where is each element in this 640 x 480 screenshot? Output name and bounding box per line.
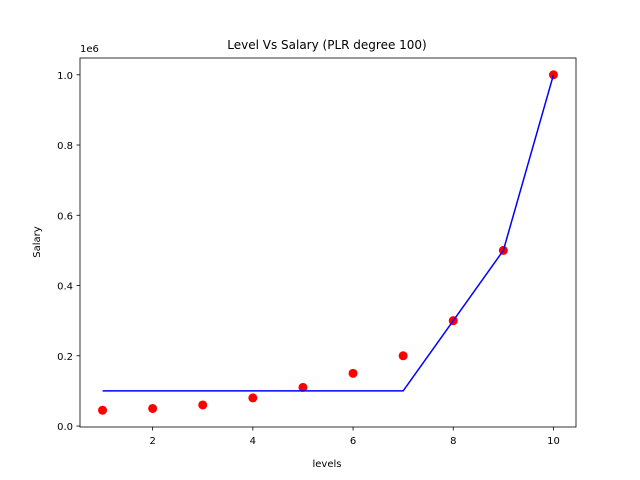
data-point — [298, 382, 308, 392]
y-tick-label: 0.6 — [57, 211, 73, 222]
y-tick-label: 0.0 — [57, 422, 73, 433]
x-axis-label: levels — [313, 459, 342, 470]
data-point — [348, 368, 358, 378]
y-offset-label: 1e6 — [80, 44, 99, 55]
x-tick-label: 10 — [547, 436, 560, 447]
x-tick-label: 6 — [350, 436, 356, 447]
y-tick-label: 0.4 — [57, 282, 73, 293]
data-point — [98, 405, 108, 415]
y-tick-label: 0.2 — [57, 352, 73, 363]
y-tick-label: 0.8 — [57, 141, 73, 152]
axes-frame — [79, 57, 577, 428]
data-point — [248, 393, 258, 403]
chart-title: Level Vs Salary (PLR degree 100) — [227, 38, 426, 52]
data-point — [148, 403, 158, 413]
x-tick-label: 4 — [250, 436, 256, 447]
plot-area: 2 4 6 8 10 0.0 0.2 0.4 0.6 0.8 1.0 — [57, 57, 577, 447]
data-point — [198, 400, 208, 410]
fit-line — [102, 74, 555, 392]
x-tick-label: 2 — [149, 436, 155, 447]
x-tick-label: 8 — [450, 436, 456, 447]
y-tick-label: 1.0 — [57, 71, 73, 82]
data-point — [398, 351, 408, 361]
y-axis-label: Salary — [32, 226, 43, 257]
